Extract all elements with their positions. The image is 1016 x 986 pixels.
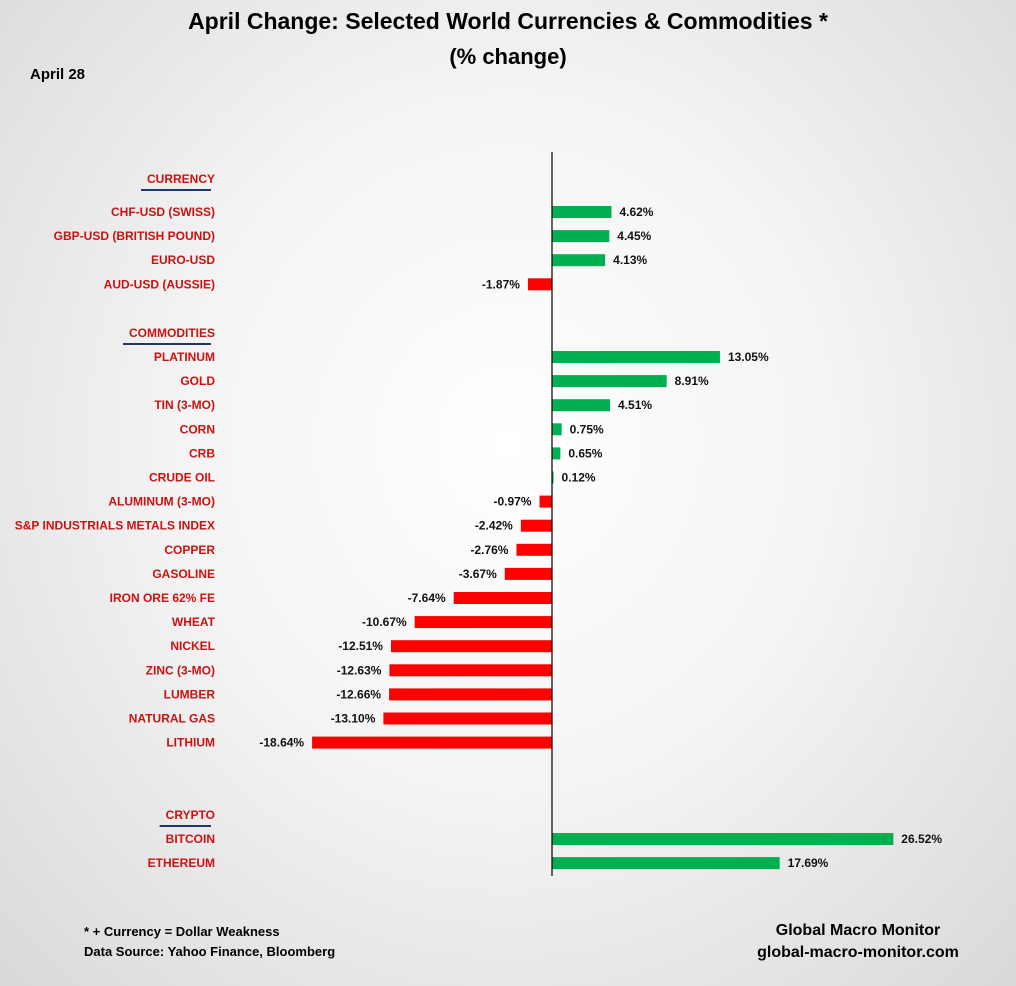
value-label-bitcoin: 26.52% [901, 832, 942, 846]
group-header-crypto: CRYPTO [166, 808, 215, 822]
bar-gold [552, 375, 667, 388]
footnote-data-source: Data Source: Yahoo Finance, Bloomberg [84, 944, 336, 959]
category-label-corn: CORN [180, 422, 215, 436]
category-label-aud-usd-aussie: AUD-USD (AUSSIE) [104, 277, 215, 291]
category-label-s-p-industrials-metals-index: S&P INDUSTRIALS METALS INDEX [15, 519, 215, 533]
category-label-crb: CRB [189, 446, 215, 460]
bar-chf-usd-swiss [552, 206, 612, 218]
bar-euro-usd [552, 254, 606, 267]
category-label-gbp-usd-british-pound: GBP-USD (BRITISH POUND) [54, 229, 215, 243]
footnote-dollar-weakness: * + Currency = Dollar Weakness [84, 924, 280, 939]
value-label-aud-usd-aussie: -1.87% [482, 277, 520, 291]
value-label-crb: 0.65% [568, 446, 602, 460]
category-label-iron-ore-62-fe: IRON ORE 62% FE [110, 591, 215, 605]
value-label-nickel: -12.51% [338, 639, 383, 653]
value-label-ethereum: 17.69% [788, 856, 829, 870]
bar-aluminum-3-mo [539, 495, 552, 508]
category-label-zinc-3-mo: ZINC (3-MO) [146, 663, 215, 677]
footnote: * + Currency = Dollar Weakness Data Sour… [84, 922, 335, 962]
value-label-lumber: -12.66% [336, 687, 381, 701]
bar-copper [516, 543, 552, 556]
bar-platinum [552, 351, 720, 363]
credit-url: global-macro-monitor.com [757, 944, 959, 961]
value-label-gold: 8.91% [675, 374, 709, 388]
category-label-gasoline: GASOLINE [152, 567, 215, 581]
bar-gasoline [504, 567, 552, 580]
value-label-chf-usd-swiss: 4.62% [619, 205, 653, 219]
bar-lithium [312, 736, 552, 749]
bar-wheat [414, 616, 552, 629]
value-label-aluminum-3-mo: -0.97% [493, 495, 531, 509]
value-label-natural-gas: -13.10% [331, 712, 376, 726]
value-label-iron-ore-62-fe: -7.64% [408, 591, 446, 605]
bar-lumber [389, 688, 552, 701]
date-label: April 28 [30, 66, 86, 83]
category-label-lithium: LITHIUM [166, 736, 215, 750]
bar-tin-3-mo [552, 399, 611, 412]
value-label-tin-3-mo: 4.51% [618, 398, 652, 412]
bar-aud-usd-aussie [527, 278, 552, 291]
category-label-nickel: NICKEL [170, 639, 215, 653]
category-label-copper: COPPER [164, 543, 215, 557]
value-label-corn: 0.75% [570, 422, 604, 436]
category-label-lumber: LUMBER [164, 687, 216, 701]
category-label-platinum: PLATINUM [154, 350, 215, 364]
category-label-crude-oil: CRUDE OIL [149, 471, 215, 485]
group-header-commodities: COMMODITIES [129, 326, 215, 340]
category-label-wheat: WHEAT [172, 615, 216, 629]
value-label-gasoline: -3.67% [459, 567, 497, 581]
value-label-zinc-3-mo: -12.63% [337, 663, 382, 677]
credit: Global Macro Monitor global-macro-monito… [700, 920, 1016, 964]
category-label-bitcoin: BITCOIN [166, 832, 215, 846]
bar-iron-ore-62-fe [453, 592, 552, 604]
value-label-gbp-usd-british-pound: 4.45% [617, 229, 651, 243]
category-label-aluminum-3-mo: ALUMINUM (3-MO) [108, 495, 215, 509]
category-label-tin-3-mo: TIN (3-MO) [154, 398, 215, 412]
bar-ethereum [552, 857, 780, 870]
credit-name: Global Macro Monitor [775, 922, 941, 939]
value-label-copper: -2.76% [470, 543, 508, 557]
group-header-currency: CURRENCY [147, 172, 215, 186]
category-label-chf-usd-swiss: CHF-USD (SWISS) [111, 205, 215, 219]
bar-crb [552, 447, 561, 460]
category-label-gold: GOLD [180, 374, 215, 388]
category-label-ethereum: ETHEREUM [148, 856, 215, 870]
bar-crude-oil [552, 471, 554, 484]
value-label-euro-usd: 4.13% [613, 253, 647, 267]
chart-title: April Change: Selected World Currencies … [188, 8, 828, 34]
bar-bitcoin [552, 833, 894, 845]
bar-corn [552, 423, 562, 436]
chart-subtitle: (% change) [449, 44, 567, 69]
value-label-crude-oil: 0.12% [562, 471, 596, 485]
bar-zinc-3-mo [389, 664, 552, 677]
value-label-platinum: 13.05% [728, 350, 769, 364]
category-label-natural-gas: NATURAL GAS [129, 712, 215, 726]
bar-gbp-usd-british-pound [552, 230, 610, 243]
bar-s-p-industrials-metals-index [520, 519, 552, 532]
value-label-wheat: -10.67% [362, 615, 407, 629]
value-label-s-p-industrials-metals-index: -2.42% [475, 519, 513, 533]
bar-nickel [390, 640, 552, 653]
value-label-lithium: -18.64% [259, 736, 304, 750]
category-label-euro-usd: EURO-USD [151, 253, 215, 267]
bar-natural-gas [383, 712, 552, 725]
